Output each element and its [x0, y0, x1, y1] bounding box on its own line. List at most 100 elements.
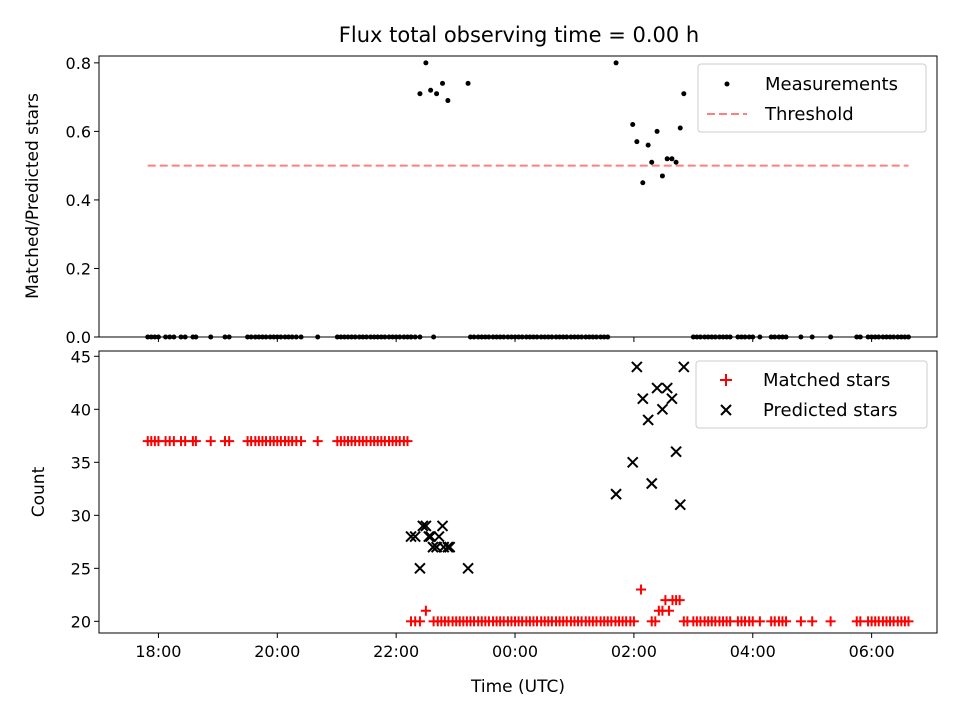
measurement-point: [571, 334, 577, 340]
measurement-point: [750, 334, 756, 340]
measurement-point: [727, 334, 733, 340]
legend-threshold-label: Threshold: [764, 104, 854, 125]
measurement-point: [742, 334, 748, 340]
measurement-point: [356, 334, 362, 340]
predicted-star-point: [442, 541, 454, 553]
x-tick-label: 04:00: [730, 642, 776, 661]
measurement-point: [382, 334, 388, 340]
measurement-points: [145, 60, 911, 340]
measurement-point: [182, 334, 188, 340]
measurement-point: [423, 60, 429, 66]
measurement-point: [798, 334, 804, 340]
measurement-point: [880, 334, 886, 340]
y-tick-label: 30: [71, 506, 91, 525]
measurement-point: [245, 334, 251, 340]
measurement-point: [349, 334, 355, 340]
measurement-point: [549, 334, 555, 340]
y-tick-label: 35: [71, 453, 91, 472]
measurement-point: [702, 334, 708, 340]
measurement-point: [263, 334, 269, 340]
measurement-point: [712, 334, 718, 340]
matched-stars-points: [142, 436, 914, 627]
measurement-point: [145, 334, 151, 340]
measurement-point: [677, 125, 683, 131]
measurement-point: [857, 334, 863, 340]
measurement-point: [905, 334, 911, 340]
predicted-star-point: [427, 541, 439, 553]
legend-matched-marker: [720, 374, 732, 386]
measurement-point: [895, 334, 901, 340]
matched-star-point: [807, 616, 818, 627]
top-panel: Matched/Predicted stars 0.00.20.40.60.8 …: [23, 54, 938, 347]
measurement-point: [640, 180, 646, 186]
measurement-point: [876, 334, 882, 340]
predicted-star-point: [656, 403, 669, 416]
measurement-point: [440, 80, 446, 86]
predicted-star-point: [405, 530, 417, 543]
measurement-point: [534, 334, 540, 340]
measurement-point: [891, 334, 897, 340]
x-tick-label: 18:00: [135, 642, 181, 661]
measurement-point: [428, 87, 434, 93]
measurement-point: [568, 334, 574, 340]
measurement-point: [659, 173, 665, 179]
measurement-point: [386, 334, 392, 340]
measurement-point: [467, 334, 473, 340]
measurement-point: [286, 334, 292, 340]
measurement-point: [401, 334, 407, 340]
predicted-star-point: [631, 361, 643, 373]
measurement-point: [527, 334, 533, 340]
measurement-point: [163, 334, 169, 340]
measurement-point: [248, 334, 254, 340]
measurement-point: [669, 156, 675, 162]
x-tick-label: 06:00: [849, 642, 895, 661]
predicted-star-point: [651, 382, 663, 394]
measurement-point: [282, 334, 288, 340]
measurement-point: [654, 128, 660, 134]
bottom-axes-frame: [98, 350, 938, 634]
predicted-star-point: [674, 499, 686, 511]
measurement-point: [352, 334, 358, 340]
measurement-point: [289, 334, 295, 340]
measurement-point: [475, 334, 481, 340]
predicted-star-point: [678, 361, 690, 373]
measurement-point: [497, 334, 503, 340]
y-tick-label: 0.2: [66, 259, 91, 278]
measurement-point: [368, 334, 374, 340]
measurement-point: [360, 334, 366, 340]
matched-star-point: [190, 436, 201, 447]
y-tick-label: 45: [71, 347, 91, 366]
top-legend-box: [697, 63, 927, 133]
measurement-point: [783, 334, 789, 340]
matched-star-point: [903, 616, 914, 627]
y-tick-label: 20: [71, 612, 91, 631]
measurement-point: [530, 334, 536, 340]
matched-star-point: [296, 436, 307, 447]
bottom-x-ticks: 18:00 20:00 22:00 00:00 02:00 04:00 06:00: [135, 633, 895, 661]
y-tick-label: 0.8: [66, 54, 91, 73]
legend-measurements-label: Measurements: [765, 74, 898, 95]
measurement-point: [697, 334, 703, 340]
measurement-point: [434, 91, 440, 97]
predicted-star-point: [646, 477, 658, 490]
measurement-point: [564, 334, 570, 340]
predicted-star-point: [409, 530, 421, 543]
measurement-point: [341, 334, 347, 340]
measurement-point: [508, 334, 514, 340]
top-y-ticks: 0.0 0.2 0.4 0.6 0.8: [66, 54, 99, 347]
measurement-point: [397, 334, 403, 340]
measurement-point: [649, 159, 655, 165]
x-tick-label: 22:00: [373, 642, 419, 661]
measurement-point: [345, 334, 351, 340]
top-y-axis-label: Matched/Predicted stars: [23, 93, 43, 299]
predicted-star-point: [433, 530, 445, 543]
measurement-point: [776, 334, 782, 340]
measurement-point: [545, 334, 551, 340]
predicted-star-point: [443, 541, 456, 553]
measurement-point: [412, 334, 418, 340]
measurement-point: [334, 334, 340, 340]
measurement-point: [315, 334, 321, 340]
measurement-point: [538, 334, 544, 340]
measurement-point: [872, 334, 878, 340]
measurement-point: [482, 334, 488, 340]
